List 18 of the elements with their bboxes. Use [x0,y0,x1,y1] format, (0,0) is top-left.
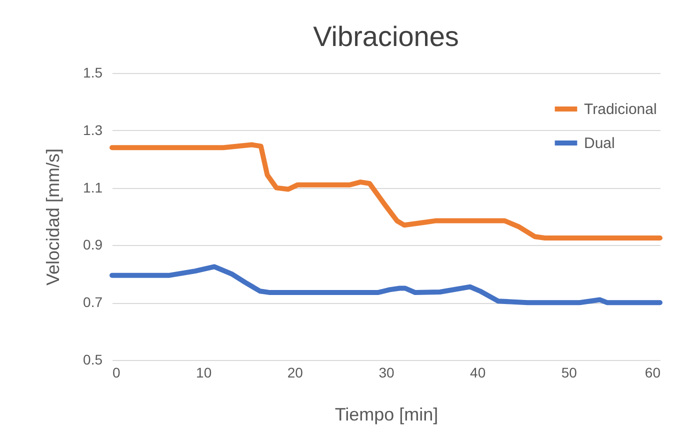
chart-title: Vibraciones [313,21,459,52]
y-tick-label: 0.7 [83,294,103,310]
y-tick-label: 1.5 [83,64,103,80]
y-tick-label: 0.9 [83,236,103,253]
legend-label: Tradicional [584,101,657,118]
x-axis-title: Tiempo [min] [334,404,438,424]
y-tick-label: 0.5 [83,352,103,368]
legend-label: Dual [584,135,615,152]
y-tick-label: 1.3 [83,122,103,138]
x-tick-label: 0 [112,364,120,380]
x-tick-label: 20 [287,364,304,380]
x-tick-label: 50 [561,364,578,380]
y-axis-title: Velocidad [mm/s] [43,148,64,286]
y-tick-label: 1.1 [83,179,103,196]
x-tick-label: 40 [470,364,486,380]
x-tick-label: 10 [196,364,212,380]
x-tick-label: 60 [644,364,661,380]
x-tick-label: 30 [378,364,394,380]
